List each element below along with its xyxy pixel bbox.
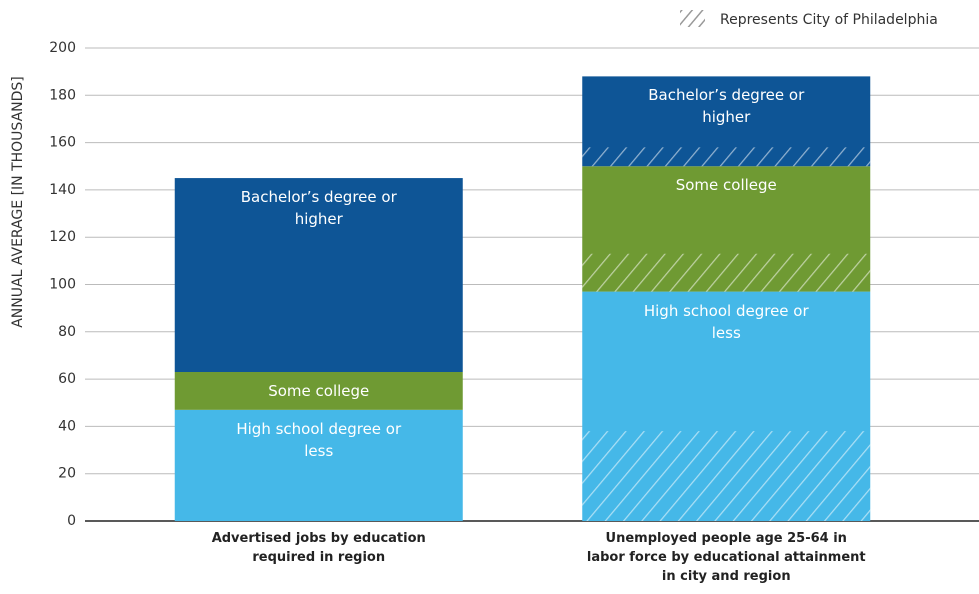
city-hatch [582, 253, 871, 292]
segment-label: High school degree or less [236, 419, 402, 460]
segment-label: Bachelor’s degree or higher [240, 188, 397, 229]
y-tick-label: 120 [49, 229, 76, 245]
segment-label: High school degree or less [643, 301, 809, 342]
y-tick-label: 20 [58, 466, 76, 482]
segment-label: Some college [268, 382, 370, 400]
legend-text: Represents City of Philadelphia [720, 12, 938, 28]
x-tick-label: Unemployed people age 25-64 in labor for… [586, 531, 866, 584]
bar-segment [174, 372, 463, 410]
legend-swatch [680, 10, 705, 27]
y-tick-label: 80 [58, 324, 76, 340]
segment-label: Some college [675, 176, 777, 195]
segment-label: Bachelor’s degree or higher [648, 86, 805, 127]
y-tick-label: 140 [49, 182, 76, 198]
y-tick-label: 160 [49, 135, 76, 151]
y-tick-label: 200 [49, 40, 76, 56]
y-tick-label: 0 [67, 513, 76, 529]
bar-segment [174, 409, 463, 521]
y-axis-title: ANNUAL AVERAGE [IN THOUSANDS] [10, 76, 26, 328]
y-tick-label: 100 [49, 277, 76, 293]
bar-segment [174, 178, 463, 373]
city-hatch [582, 431, 871, 521]
y-tick-label: 180 [49, 87, 76, 103]
x-tick-label: Advertised jobs by education required in… [211, 531, 426, 565]
city-hatch [582, 147, 871, 167]
y-tick-label: 60 [58, 371, 76, 387]
y-tick-label: 40 [58, 418, 76, 434]
